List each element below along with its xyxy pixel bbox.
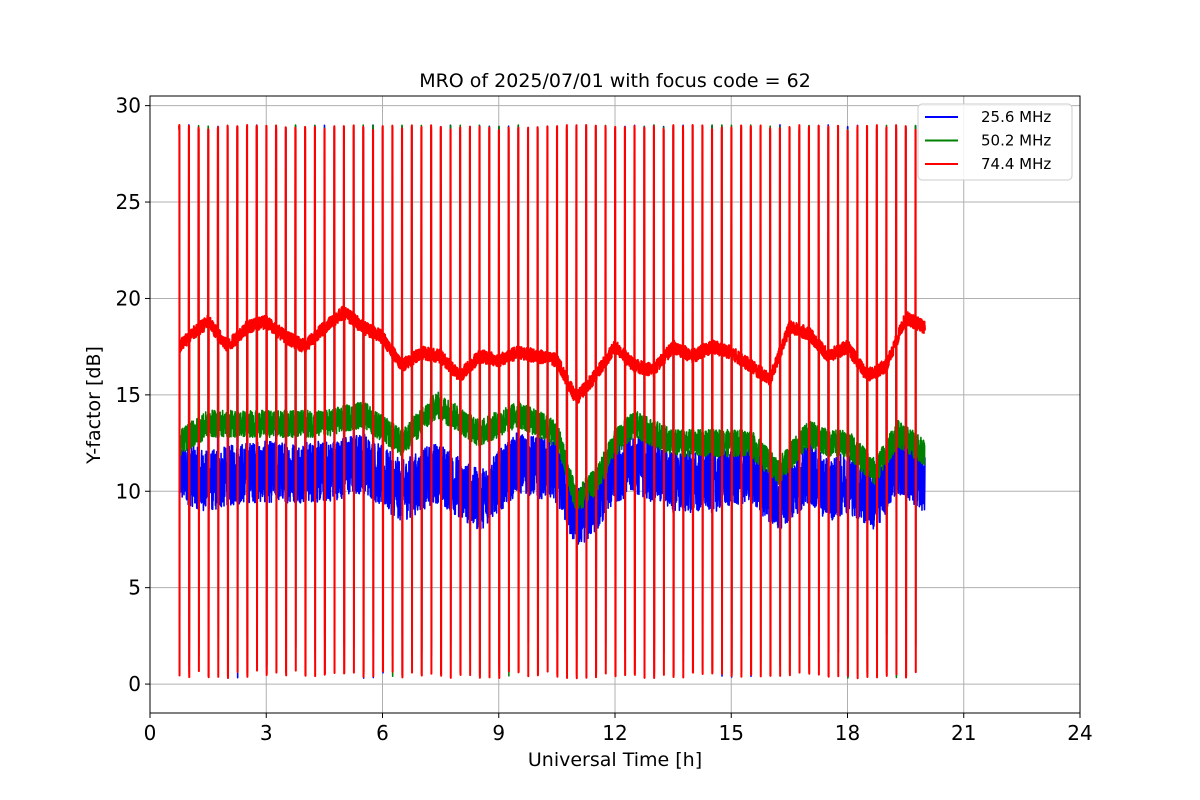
y-tick-label: 10: [116, 479, 141, 503]
axes-frame: [149, 95, 1081, 714]
x-tick-label: 9: [492, 721, 505, 745]
y-axis-label: Y-factor [dB]: [83, 346, 105, 465]
plot-area: [178, 123, 926, 680]
series-line-25-6-mhz: [178, 124, 926, 679]
x-tick-label: 3: [260, 721, 273, 745]
x-tick-label: 6: [376, 721, 389, 745]
x-tick-label: 24: [1067, 721, 1092, 745]
y-tick-label: 0: [128, 672, 141, 696]
legend-entry-label: 50.2 MHz: [981, 132, 1051, 150]
y-tick-label: 25: [116, 190, 141, 214]
series-line-50-2-mhz: [178, 124, 926, 679]
x-tick-label: 15: [719, 721, 744, 745]
x-tick-label: 12: [602, 721, 627, 745]
x-tick-label: 0: [144, 721, 157, 745]
legend-entry-label: 25.6 MHz: [981, 108, 1051, 126]
y-tick-label: 15: [116, 383, 141, 407]
x-axis-label: Universal Time [h]: [528, 749, 702, 771]
x-tick-label: 21: [951, 721, 976, 745]
series-line-74-4-mhz: [178, 123, 926, 680]
y-tick-label: 30: [116, 94, 141, 118]
axis-ticks: 0 3 6 9 12 15 18 21 24 0 5 10 15 20 25 30: [116, 94, 1093, 745]
y-tick-label: 20: [116, 286, 141, 310]
y-tick-label: 5: [128, 576, 141, 600]
x-tick-label: 18: [835, 721, 860, 745]
chart-title: MRO of 2025/07/01 with focus code = 62: [419, 70, 811, 92]
legend-frame: [917, 103, 1073, 181]
legend-entry-label: 74.4 MHz: [981, 155, 1051, 173]
legend: 25.6 MHz 50.2 MHz 74.4 MHz: [917, 103, 1073, 181]
